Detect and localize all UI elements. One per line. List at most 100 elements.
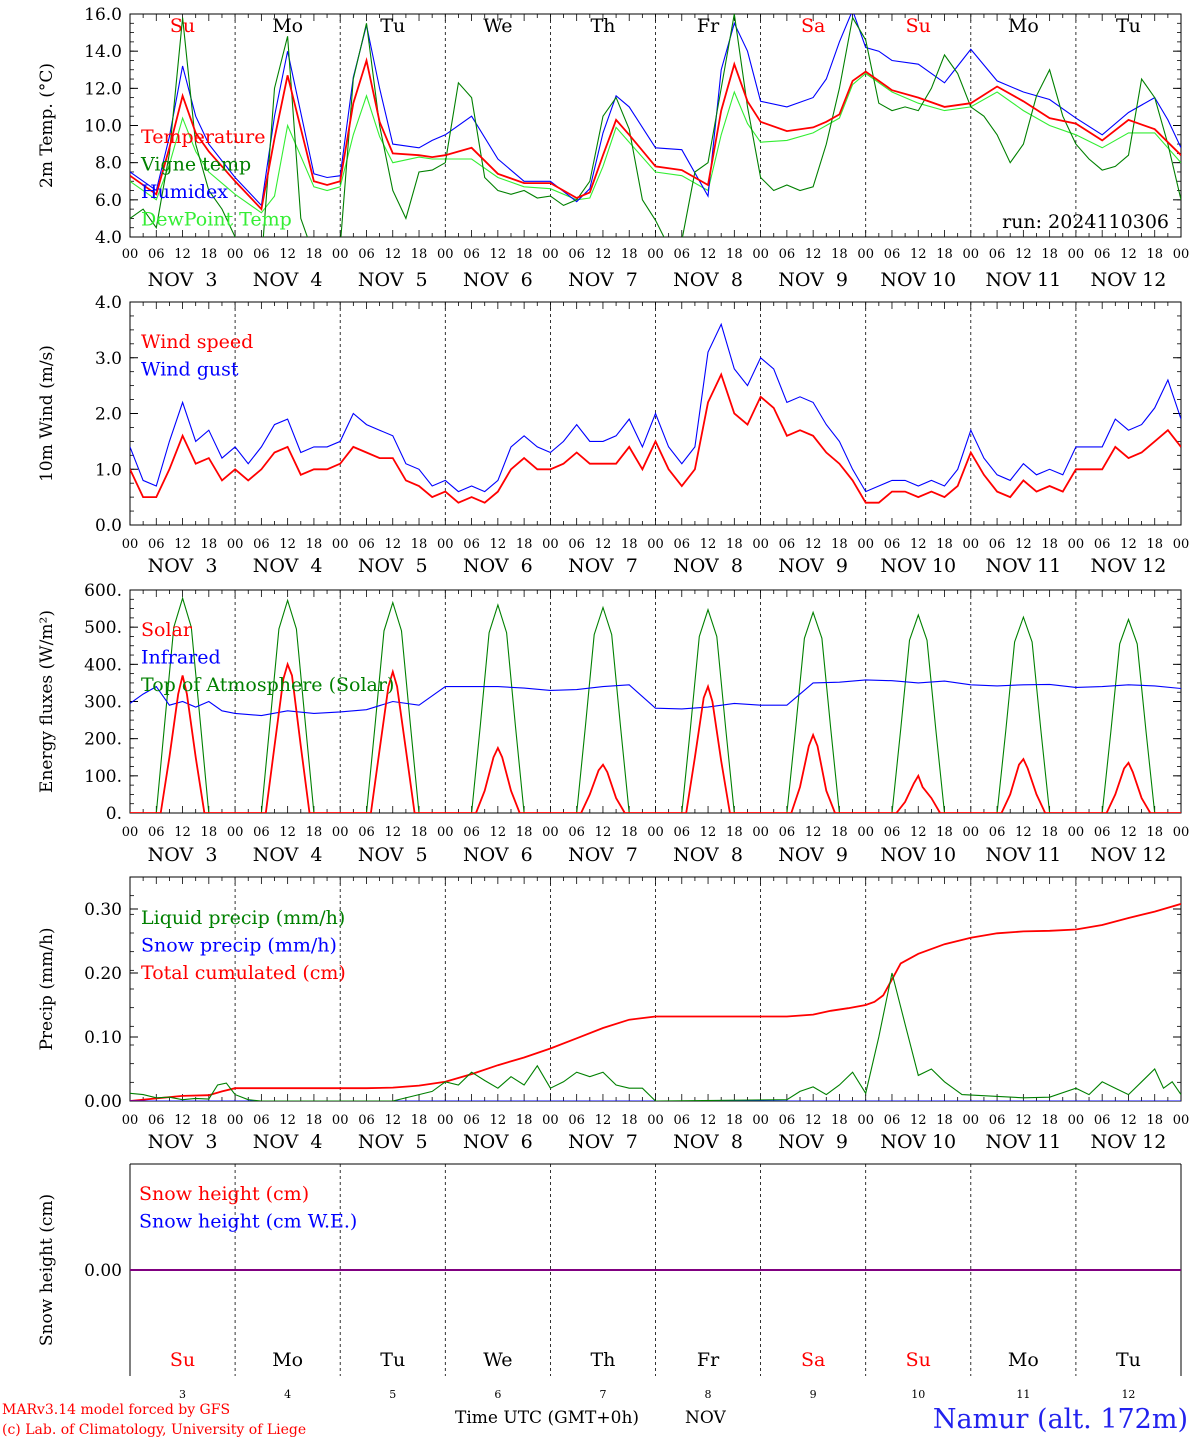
hour-tick-label: 06 [148,825,165,840]
hour-tick-label: 18 [831,825,848,840]
panel-5: 0.00 Snow height (cm) Su Mo Tu We Th Fr Sa Su Mo Tu… [37,1163,1182,1401]
hour-tick-label: 06 [1094,247,1111,262]
day-label: NOV 4 [253,269,323,291]
panel-4: 0.00 0.10 0.20 0.30 Precip (mm/h) 00 06 12 18 00 0… [37,876,1189,1153]
hour-tick-label: 00 [332,825,349,840]
hour-tick-label: 18 [516,537,533,552]
day-label: NOV 4 [253,1131,323,1153]
hour-tick-label: 12 [279,825,296,840]
hour-tick-label: 12 [1015,1113,1032,1128]
y-tick-label: 300. [84,693,122,713]
hour-tick-label: 12 [595,1113,612,1128]
weekday-label: Tu [380,15,405,37]
y-tick-label: 10.0 [84,117,122,137]
y-axis-label: Energy fluxes (W/m²) [37,610,57,793]
y-axis-label: 2m Temp. (°C) [37,63,57,188]
legend-entry: Vigne temp [140,154,251,176]
hour-tick-label: 00 [122,537,139,552]
series-line-temperature [130,56,1181,212]
hour-tick-label: 06 [884,247,901,262]
y-tick-label: 0.10 [84,1028,122,1048]
weekday-label: Tu [1116,1349,1141,1371]
hour-tick-label: 06 [779,537,796,552]
series-line-infrared [130,679,1181,717]
weekday-label: Su [170,15,195,37]
hour-tick-label: 12 [595,537,612,552]
hour-tick-label: 18 [831,1113,848,1128]
hour-tick-label: 18 [936,247,953,262]
hour-tick-label: 06 [1094,537,1111,552]
day-label: NOV 10 [880,844,956,866]
legend-entry: Temperature [141,126,265,148]
weekday-label: Su [906,15,931,37]
hour-tick-label: 18 [936,825,953,840]
weekday-label: Mo [272,1349,303,1371]
day-label: NOV 5 [358,269,428,291]
y-tick-label: 6.0 [95,191,122,211]
hour-tick-label: 12 [384,1113,401,1128]
day-number-label: 8 [705,1388,712,1401]
hour-tick-label: 12 [1015,537,1032,552]
y-tick-label: 600. [84,581,122,601]
hour-tick-label: 00 [227,247,244,262]
credit-line-1: MARv3.14 model forced by GFS [2,1402,230,1418]
weekday-label: Mo [272,15,303,37]
hour-tick-label: 06 [568,1113,585,1128]
series-line-wind-gust [130,322,1181,493]
hour-tick-label: 06 [674,537,691,552]
day-label: NOV 11 [985,269,1061,291]
hour-tick-label: 06 [884,537,901,552]
hour-tick-label: 00 [542,537,559,552]
day-number-label: 9 [810,1388,817,1401]
hour-tick-label: 06 [253,825,270,840]
hour-tick-label: 00 [122,247,139,262]
legend-entry: Solar [141,619,193,641]
hour-tick-label: 18 [621,247,638,262]
hour-tick-label: 00 [227,1113,244,1128]
day-label: NOV 3 [148,844,218,866]
hour-tick-label: 00 [542,825,559,840]
hour-tick-label: 12 [700,247,717,262]
day-label: NOV 12 [1091,844,1167,866]
weekday-label: We [483,15,512,37]
y-tick-label: 3.0 [95,349,122,369]
hour-tick-label: 18 [936,1113,953,1128]
hour-tick-label: 00 [437,537,454,552]
hour-tick-label: 06 [989,537,1006,552]
day-label: NOV 5 [358,1131,428,1153]
hour-tick-label: 12 [1120,247,1137,262]
hour-tick-label: 12 [910,247,927,262]
hour-tick-label: 18 [201,825,218,840]
hour-tick-label: 18 [831,247,848,262]
hour-tick-label: 06 [568,247,585,262]
hour-tick-label: 00 [437,1113,454,1128]
hour-tick-label: 06 [148,247,165,262]
day-number-label: 6 [494,1388,501,1401]
hour-tick-label: 00 [857,1113,874,1128]
hour-tick-label: 12 [174,247,191,262]
hour-tick-label: 12 [805,537,822,552]
hour-tick-label: 18 [411,1113,428,1128]
hour-tick-label: 00 [752,247,769,262]
day-number-label: 10 [911,1388,925,1401]
y-tick-label: 4.0 [95,293,122,313]
series-line-wind-speed [130,372,1181,504]
y-tick-label: 8.0 [95,154,122,174]
hour-tick-label: 18 [726,247,743,262]
day-label: NOV 9 [778,1131,848,1153]
legend-entry: Wind gust [141,359,239,381]
hour-tick-label: 06 [463,825,480,840]
weekday-label: We [483,1349,512,1371]
hour-tick-label: 18 [831,537,848,552]
weekday-label: Sa [801,15,825,37]
hour-tick-label: 18 [306,1113,323,1128]
day-number-label: 12 [1121,1388,1135,1401]
weekday-label: Mo [1008,15,1039,37]
weekday-label: Fr [697,15,720,37]
weekday-label: Tu [1116,15,1141,37]
hour-tick-label: 18 [411,537,428,552]
day-label: NOV 8 [673,269,743,291]
hour-tick-label: 06 [148,1113,165,1128]
weekday-label: Th [590,15,615,37]
hour-tick-label: 18 [516,247,533,262]
